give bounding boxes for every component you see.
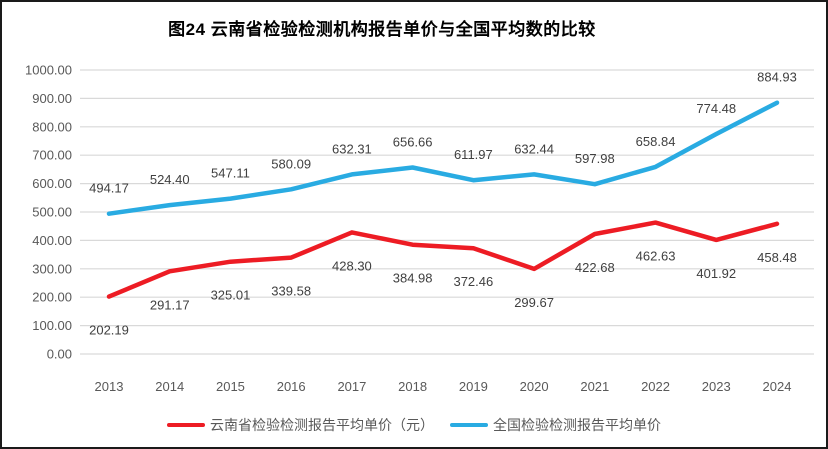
data-label-series-0: 291.17 [150,297,190,312]
y-axis-tick-label: 0.00 [47,347,72,362]
x-axis-tick-label: 2019 [459,379,488,394]
data-label-series-1: 632.44 [514,141,554,156]
data-label-series-1: 524.40 [150,172,190,187]
chart-legend: 云南省检验检测报告平均单价（元） 全国检验检测报告平均单价 [2,415,826,435]
chart-title: 图24 云南省检验检测机构报告单价与全国平均数的比较 [168,20,596,39]
legend-line-swatch-red [167,423,205,427]
x-axis-tick-label: 2014 [155,379,184,394]
data-label-series-0: 202.19 [89,323,129,338]
legend-item-national: 全国检验检测报告平均单价 [450,415,661,435]
data-label-series-0: 422.68 [575,260,615,275]
y-axis-tick-label: 600.00 [32,176,72,191]
y-axis-tick-label: 200.00 [32,290,72,305]
legend-label-national: 全国检验检测报告平均单价 [493,417,661,433]
series-line-1 [106,100,780,216]
legend-item-yunnan: 云南省检验检测报告平均单价（元） [167,415,434,435]
series-line-0 [106,220,780,299]
data-label-series-0: 384.98 [393,271,433,286]
data-label-series-1: 547.11 [211,166,250,181]
data-label-series-1: 658.84 [636,134,676,149]
data-label-series-1: 494.17 [89,181,129,196]
x-axis-tick-label: 2024 [763,379,792,394]
data-label-series-0: 458.48 [757,250,797,265]
legend-line-swatch-blue [450,423,488,427]
data-label-series-1: 580.09 [271,156,311,171]
y-axis-tick-label: 100.00 [32,318,72,333]
x-axis-tick-label: 2015 [216,379,245,394]
legend-label-yunnan: 云南省检验检测报告平均单价（元） [210,417,434,433]
data-label-series-1: 611.97 [454,147,493,162]
data-label-series-0: 401.92 [696,266,736,281]
x-axis-tick-label: 2017 [337,379,366,394]
y-axis-tick-label: 900.00 [32,91,72,106]
data-label-series-0: 339.58 [271,284,311,299]
x-axis-tick-label: 2021 [580,379,609,394]
y-axis-tick-label: 300.00 [32,261,72,276]
y-axis-tick-label: 500.00 [32,205,72,220]
data-label-series-1: 632.31 [332,141,372,156]
x-axis-tick-label: 2013 [95,379,124,394]
data-label-series-0: 372.46 [453,274,493,289]
y-axis-tick-label: 700.00 [32,148,72,163]
y-axis-tick-label: 400.00 [32,233,72,248]
data-label-series-1: 884.93 [757,70,797,85]
data-label-series-1: 656.66 [393,135,433,150]
data-label-series-0: 325.01 [211,288,251,303]
data-label-series-0: 462.63 [636,249,676,264]
data-label-series-0: 428.30 [332,258,372,273]
x-axis-tick-label: 2020 [520,379,549,394]
x-axis-tick-label: 2022 [641,379,670,394]
data-label-series-1: 597.98 [575,151,615,166]
x-axis-tick-label: 2018 [398,379,427,394]
x-axis-tick-label: 2023 [702,379,731,394]
y-axis-tick-label: 800.00 [32,119,72,134]
y-axis-tick-label: 1000.00 [25,63,72,78]
data-label-series-0: 299.67 [514,295,554,310]
data-label-series-1: 774.48 [696,101,736,116]
x-axis-tick-label: 2016 [277,379,306,394]
